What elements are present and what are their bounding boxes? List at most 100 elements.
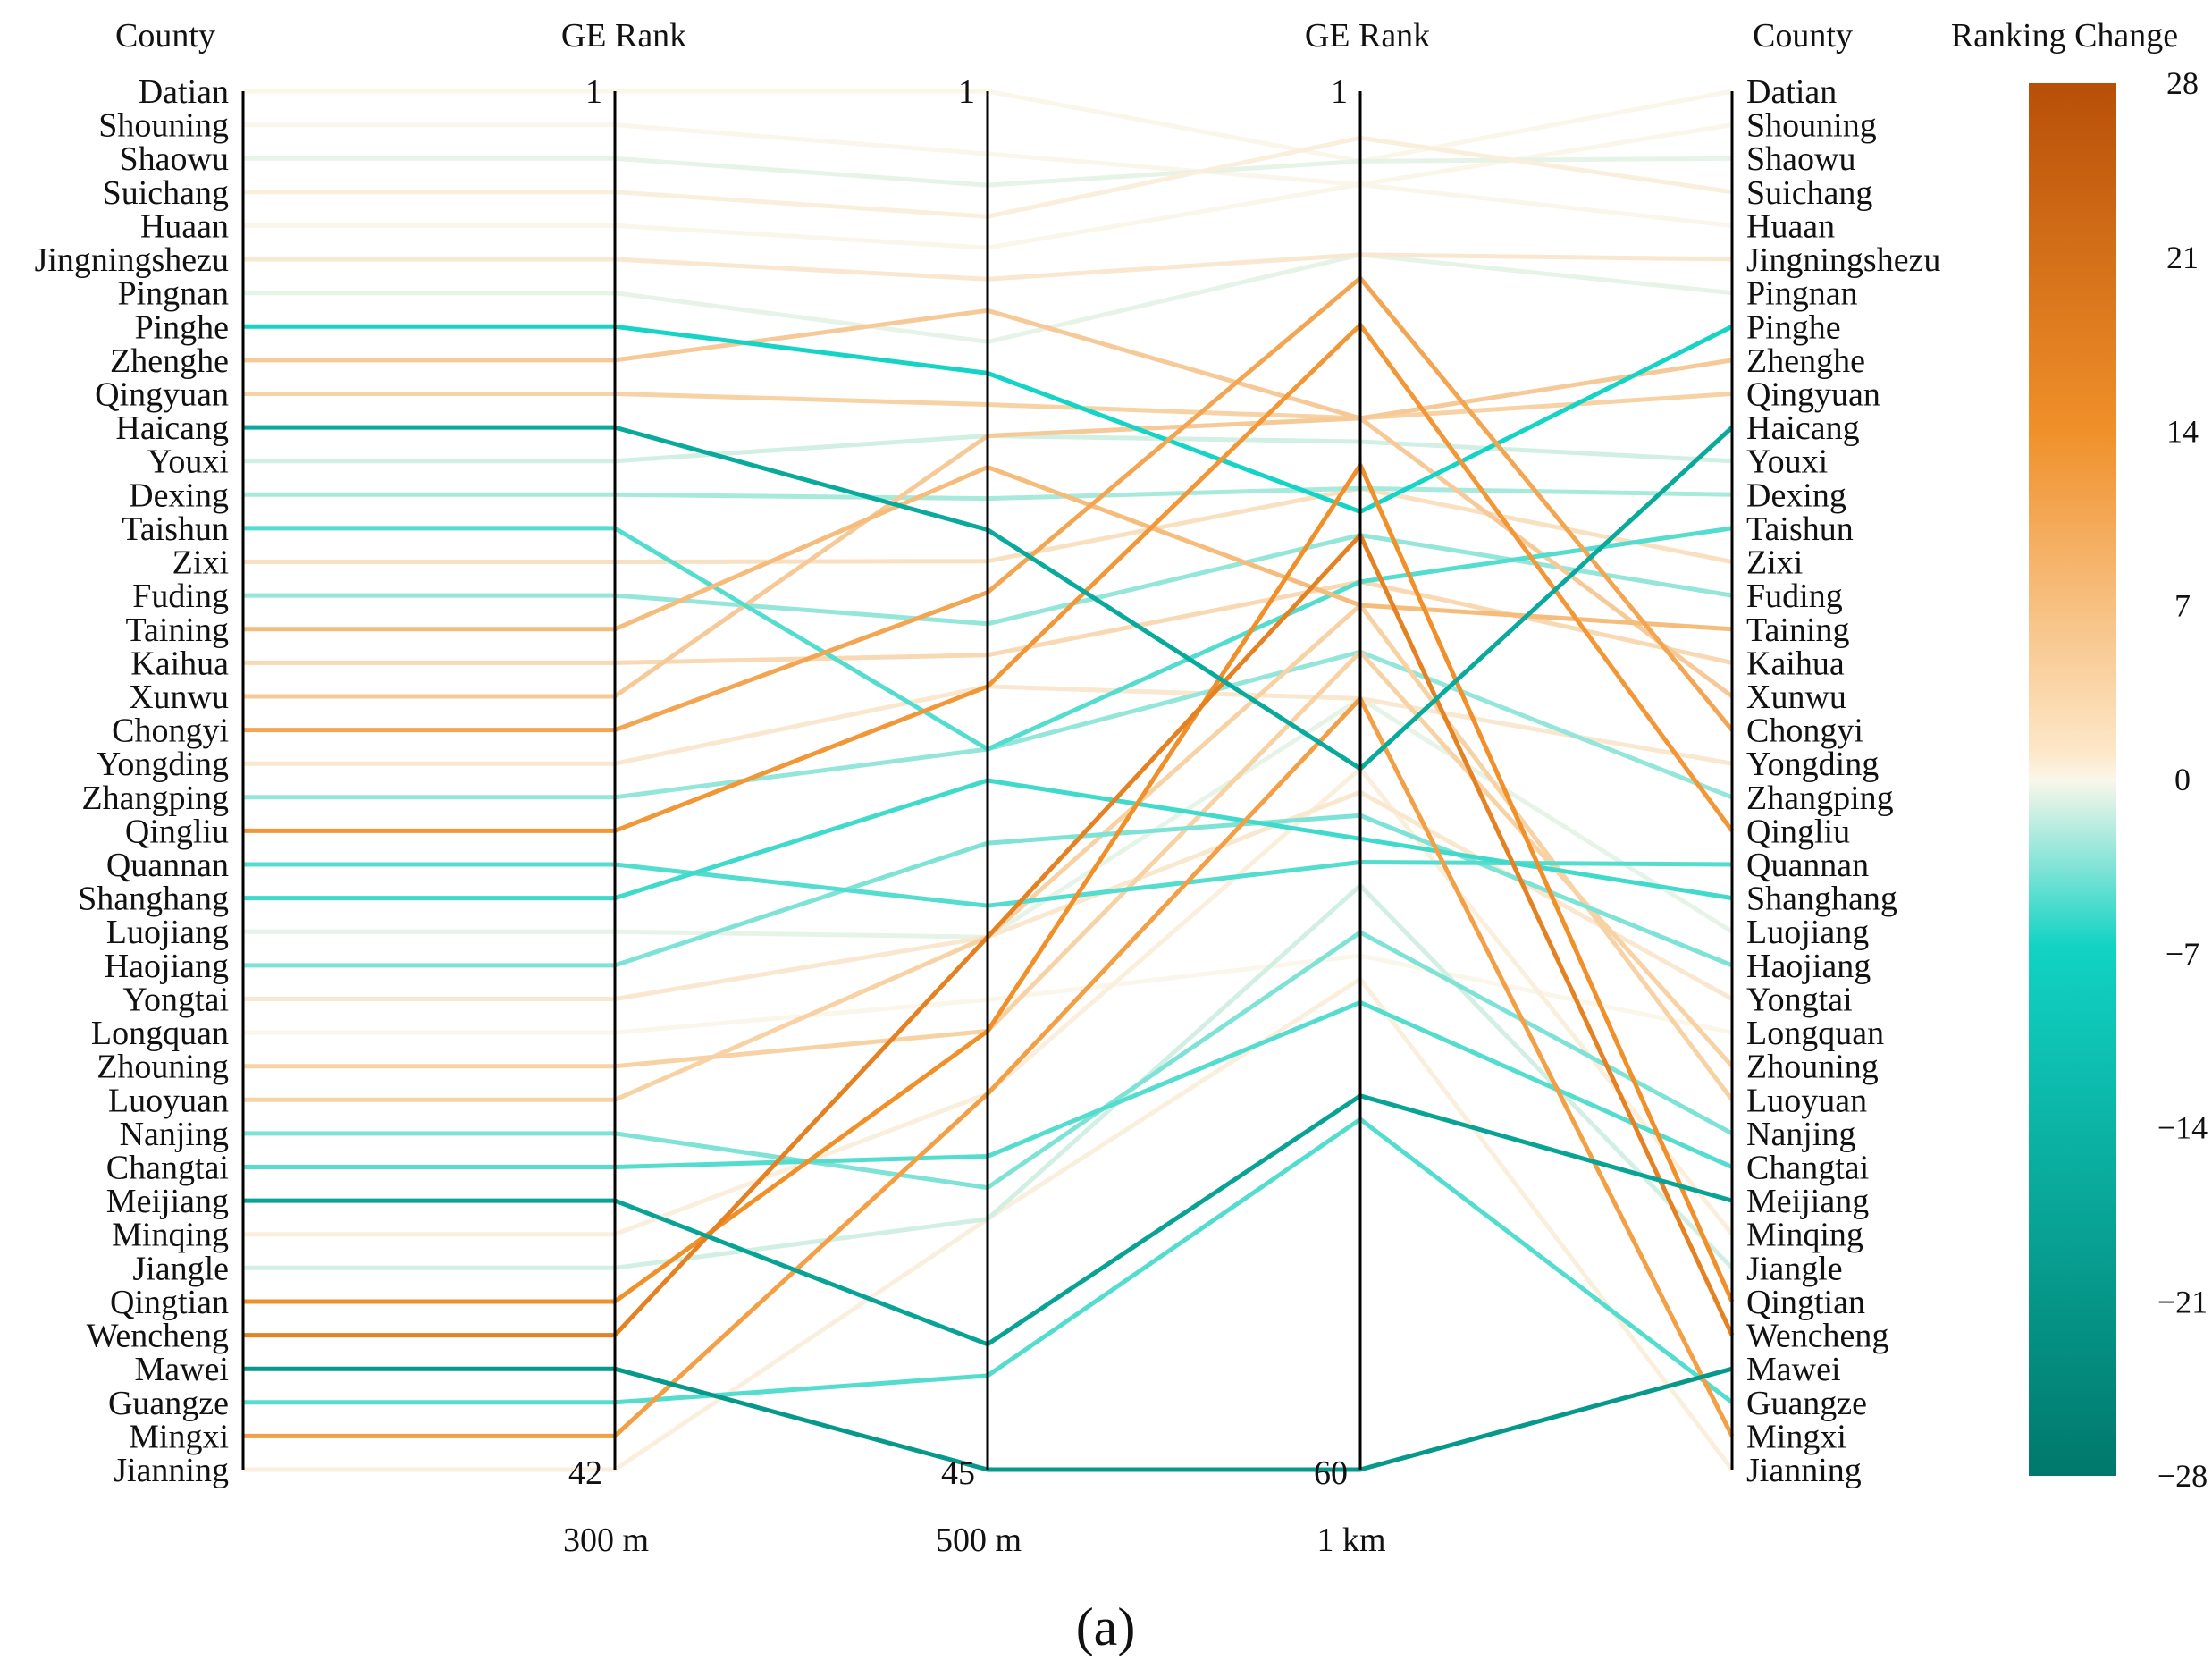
county-label-right: Qingliu (1746, 813, 1850, 850)
county-label-right: Shouning (1746, 107, 1877, 145)
axis-300m-bottom-label: 42 (568, 1454, 602, 1492)
county-label-left: Wencheng (87, 1318, 229, 1355)
county-label-right: Jiangle (1746, 1250, 1843, 1287)
colorbar-tick-label: −21 (2157, 1284, 2208, 1319)
county-label-left: Youxi (147, 443, 229, 481)
county-label-left: Zhangping (81, 780, 229, 817)
county-label-right: Zixi (1746, 544, 1803, 582)
county-label-left: Luojiang (106, 914, 229, 951)
county-label-left: Shouning (98, 107, 229, 145)
colorbar-tick-label: 21 (2166, 240, 2199, 275)
county-label-left: Qingyuan (95, 376, 229, 414)
figure-caption: (a) (1076, 1597, 1136, 1656)
county-label-left: Quannan (106, 847, 229, 884)
county-labels-right: DatianShouningShaowuSuichangHuaanJingnin… (1746, 73, 1940, 1489)
county-label-left: Fuding (132, 577, 229, 615)
county-label-right: Kaihua (1746, 645, 1845, 682)
county-label-left: Minqing (112, 1217, 229, 1254)
axis-label-1km: 1 km (1316, 1521, 1385, 1559)
county-label-left: Chongyi (112, 712, 229, 750)
county-label-left: Nanjing (120, 1116, 229, 1153)
colorbar-tick-label: −7 (2166, 936, 2199, 972)
county-label-left: Zixi (172, 544, 229, 582)
county-label-left: Longquan (91, 1015, 229, 1052)
county-label-left: Taishun (122, 510, 229, 548)
county-label-right: Taishun (1746, 510, 1854, 548)
county-label-right: Fuding (1746, 577, 1843, 615)
colorbar-title: Ranking Change (1951, 17, 2178, 55)
county-label-left: Shaowu (120, 140, 229, 178)
county-label-left: Jingningshezu (35, 241, 229, 279)
county-label-right: Luojiang (1746, 914, 1869, 951)
colorbar-ticks: 28 21 14 7 0 −7 −14 −21 −28 (2157, 65, 2208, 1494)
county-label-right: Shanghang (1746, 881, 1897, 918)
county-label-right: Haicang (1746, 409, 1860, 447)
county-label-right: Minqing (1746, 1217, 1863, 1254)
county-label-left: Taining (125, 611, 229, 649)
county-label-left: Pinghe (134, 308, 229, 346)
county-label-right: Mingxi (1746, 1418, 1846, 1455)
county-label-left: Yongding (97, 746, 229, 783)
county-label-right: Datian (1746, 73, 1837, 111)
county-label-left: Huaan (140, 207, 229, 245)
county-label-right: Changtai (1746, 1150, 1869, 1187)
county-label-right: Zhenghe (1746, 342, 1865, 380)
county-label-right: Qingyuan (1746, 376, 1880, 414)
axis-label-300m: 300 m (563, 1521, 649, 1559)
county-label-left: Qingtian (110, 1284, 229, 1321)
colorbar-tick-label: −28 (2157, 1458, 2208, 1494)
colorbar-tick-label: −14 (2157, 1110, 2208, 1146)
county-label-left: Jiangle (132, 1250, 229, 1287)
county-label-left: Zhenghe (110, 342, 229, 380)
axis-500m-bottom-label: 45 (941, 1454, 975, 1492)
county-label-left: Dexing (129, 476, 229, 514)
county-label-left: Zhouning (97, 1049, 229, 1086)
county-label-right: Huaan (1746, 207, 1835, 245)
county-label-right: Nanjing (1746, 1116, 1855, 1153)
county-label-right: Dexing (1746, 476, 1846, 514)
colorbar-tick-label: 28 (2166, 65, 2199, 101)
county-label-right: Chongyi (1746, 712, 1863, 750)
county-label-right: Taining (1746, 611, 1850, 649)
county-label-right: Jingningshezu (1746, 241, 1940, 279)
county-label-left: Haojiang (105, 948, 229, 985)
county-label-right: Jianning (1746, 1452, 1862, 1489)
county-label-left: Kaihua (130, 645, 229, 682)
county-label-left: Mingxi (129, 1418, 229, 1455)
county-label-right: Suichang (1746, 174, 1872, 212)
colorbar-tick-label: 0 (2174, 762, 2191, 797)
header-ge-rank-1km: GE Rank (1305, 17, 1430, 55)
county-label-right: Pingnan (1746, 275, 1858, 313)
county-label-left: Pingnan (117, 275, 229, 313)
county-label-right: Qingtian (1746, 1284, 1865, 1321)
county-label-right: Yongding (1746, 746, 1879, 783)
county-label-right: Xunwu (1746, 679, 1846, 716)
county-label-right: Guangze (1746, 1385, 1867, 1422)
county-label-right: Mawei (1746, 1351, 1841, 1388)
county-label-left: Jianning (114, 1452, 229, 1489)
colorbar (2029, 83, 2116, 1476)
county-label-left: Shanghang (78, 881, 229, 918)
county-label-right: Pinghe (1746, 308, 1841, 346)
county-label-left: Changtai (106, 1150, 229, 1187)
axis-1km-top-label: 1 (1331, 73, 1348, 111)
county-label-right: Luoyuan (1746, 1082, 1867, 1119)
county-label-right: Shaowu (1746, 140, 1855, 178)
county-label-right: Meijiang (1746, 1183, 1869, 1220)
county-label-left: Guangze (108, 1385, 229, 1422)
county-label-left: Suichang (103, 174, 229, 212)
county-label-right: Quannan (1746, 847, 1869, 884)
county-label-left: Datian (139, 73, 229, 111)
header-county-left: County (115, 17, 215, 55)
county-label-left: Meijiang (106, 1183, 229, 1220)
county-label-left: Mawei (134, 1351, 229, 1388)
header-ge-rank-300m: GE Rank (561, 17, 686, 55)
county-label-left: Luoyuan (108, 1082, 229, 1119)
header-county-right: County (1753, 17, 1853, 55)
county-label-left: Xunwu (129, 679, 229, 716)
county-label-left: Qingliu (125, 813, 229, 850)
county-label-left: Haicang (115, 409, 229, 447)
county-label-right: Yongtai (1746, 982, 1853, 1019)
county-label-right: Haojiang (1746, 948, 1871, 985)
colorbar-tick-label: 14 (2166, 414, 2199, 450)
